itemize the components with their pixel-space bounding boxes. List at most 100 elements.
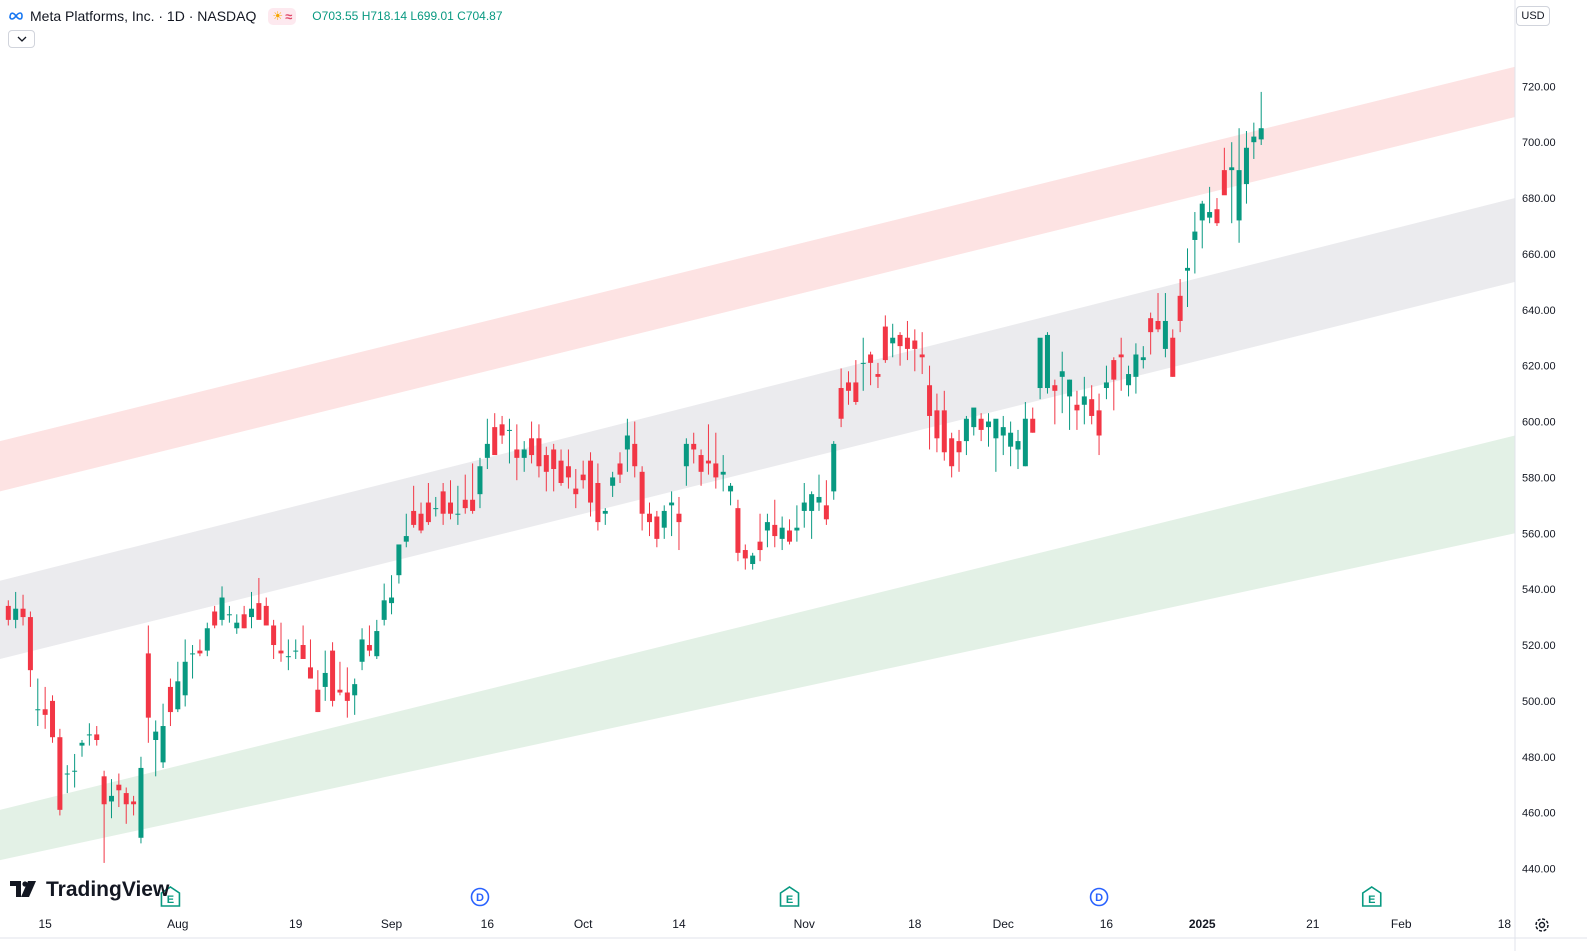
candle-body [1103,382,1109,389]
candle [234,614,240,634]
candle [1111,357,1117,411]
candle [492,413,498,456]
candle [1044,332,1050,394]
candle-body [1052,385,1058,391]
price-tick-label: 480.00 [1522,752,1556,764]
candle [1118,337,1124,391]
candle-body [986,421,992,428]
candle [787,519,793,545]
candle [197,639,203,657]
candle-body [728,485,734,492]
candle-body [1133,354,1139,377]
candle [1243,131,1249,204]
candle-body [123,793,129,805]
candle [462,474,468,514]
candle-body [27,617,33,671]
candle [50,695,56,743]
candle [1155,293,1161,333]
candle [757,513,763,562]
candle [359,628,365,671]
candle [986,413,992,447]
candle [1229,142,1235,224]
candle [1133,343,1139,394]
candle [639,466,645,531]
candle [1015,429,1021,470]
time-tick-label: 18 [1498,917,1512,931]
candle-body [779,527,785,539]
candle-body [904,337,910,349]
dividend-marker: D [470,887,490,907]
candle-body [403,536,409,542]
symbol-title[interactable]: Meta Platforms, Inc. · 1D · NASDAQ [30,8,257,24]
candle [1199,200,1205,249]
legend-collapse-button[interactable] [8,30,35,48]
candle [764,513,770,548]
candle [322,650,328,701]
currency-button[interactable]: USD [1516,6,1550,26]
candle [853,360,859,405]
candle-body [389,597,395,604]
candle-body [536,438,542,467]
candle-body [1030,418,1036,433]
earnings-letter: E [786,894,793,906]
candle-body [366,645,372,651]
session-indicator[interactable]: ☀ ≈ [268,7,297,25]
candle-body [330,650,336,701]
candle-body [433,508,439,510]
candle [64,765,70,794]
candle [330,642,336,707]
candle-body [1155,320,1161,330]
candle [1103,365,1109,400]
candle-body [167,686,173,713]
candle [86,723,92,746]
candle-body [182,661,188,696]
candle-body [573,488,579,495]
candle-body [470,499,476,511]
candle-body [669,502,675,506]
candle [661,505,667,539]
time-tick-label: Feb [1391,917,1412,931]
candle-body [1221,170,1227,196]
candle [720,455,726,492]
candle-body [897,334,903,347]
candle [315,670,321,713]
candle [558,449,564,486]
candle-body [79,742,85,746]
candle [241,605,247,629]
candle-body [838,388,844,419]
candle [610,471,616,497]
candle [477,457,483,509]
candle-body [278,650,284,654]
candle-body [543,455,549,472]
candle-body [477,466,483,495]
price-tick-label: 600.00 [1522,417,1556,429]
price-tick-label: 620.00 [1522,361,1556,373]
candle [1074,390,1080,430]
candle [1126,365,1132,397]
candle [1192,212,1198,274]
candle [823,480,829,525]
candle-body [1177,295,1183,321]
candle-body [661,510,667,528]
time-tick-label: Nov [794,917,815,931]
gear-icon[interactable] [1533,916,1551,934]
candle-body [1214,209,1220,224]
candle [521,441,527,472]
candle [425,482,431,525]
tradingview-logo[interactable]: TradingView [10,878,169,902]
candle [831,441,837,500]
candle-body [639,471,645,514]
candle-body [1243,147,1249,185]
candle [160,703,166,768]
candle-body [676,513,682,523]
candle-body [1162,320,1168,349]
candle [705,424,711,475]
candle-body [307,667,313,679]
candle-body [588,460,594,503]
wave-icon: ≈ [285,8,293,24]
candle [1185,248,1190,308]
candle [801,482,807,528]
candle [971,407,977,436]
candle-body [882,326,888,361]
